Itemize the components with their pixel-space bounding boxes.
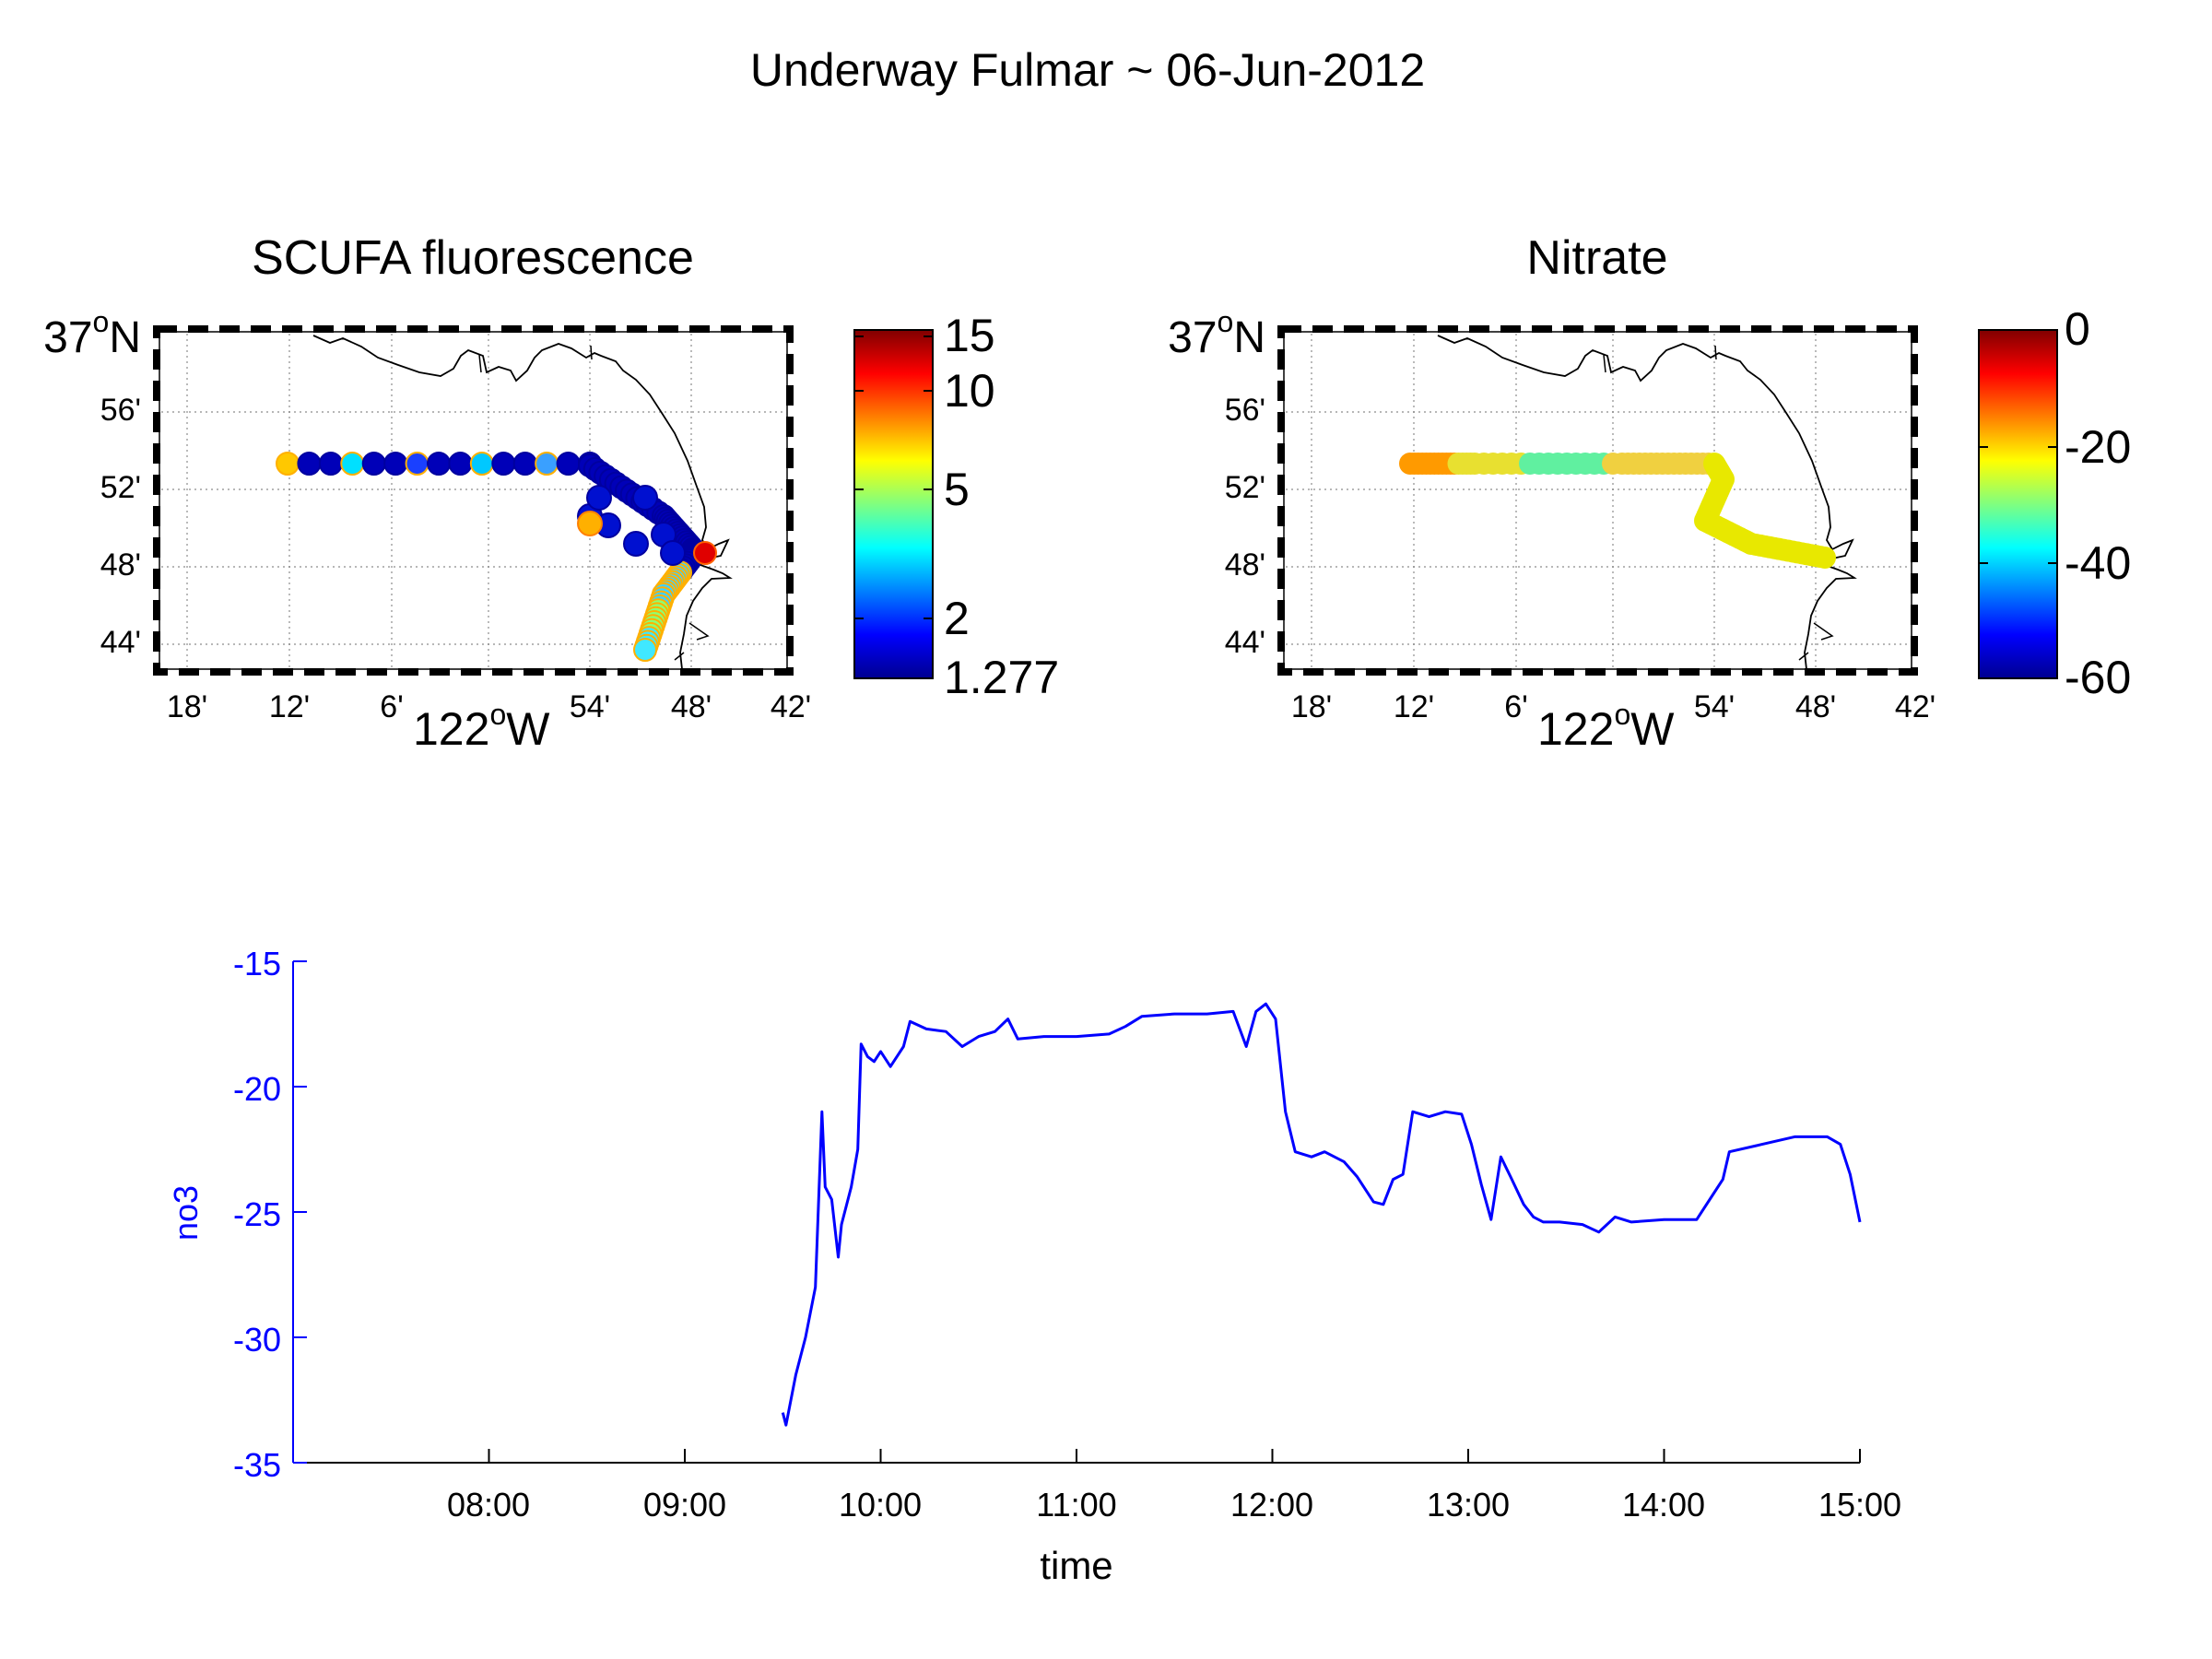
track-point [448, 452, 473, 476]
lat-tick-label: 56' [100, 393, 141, 428]
lon-tick-label: 6' [1504, 689, 1527, 724]
track-point [577, 511, 603, 536]
track-point [633, 638, 657, 662]
colorbar-label: 1.277 [944, 652, 1059, 703]
lon-tick-label: 6' [380, 689, 403, 724]
map-panel-fluorescence: SCUFA fluorescence 37oN 56' 52' 48' 44' … [43, 231, 1059, 755]
track-point [623, 531, 649, 557]
figure-title: Underway Fulmar ~ 06-Jun-2012 [750, 44, 1425, 96]
lon-tick-label: 48' [1795, 689, 1836, 724]
y-tick-label: -30 [233, 1321, 281, 1359]
x-tick-label: 13:00 [1427, 1486, 1510, 1524]
lon-tick-label: 54' [570, 689, 610, 724]
map-panel-nitrate: Nitrate 37oN 56' 52' 48' 44' 18' 12' 6' … [1168, 231, 2131, 755]
lon-center-label: 122oW [1537, 698, 1675, 755]
track-point [556, 452, 581, 476]
coast-detail [1603, 345, 1834, 661]
lat-tick-label: 48' [100, 547, 141, 582]
track-point [318, 452, 343, 476]
x-tick-label: 08:00 [447, 1486, 530, 1524]
track-point [469, 452, 494, 476]
lon-tick-label: 48' [671, 689, 712, 724]
x-tick-label: 11:00 [1036, 1486, 1116, 1524]
y-tick-label: -15 [233, 945, 281, 982]
colorbar-label: 0 [2065, 303, 2090, 355]
track-point [535, 452, 559, 476]
track-points [1399, 453, 1836, 569]
map-title: SCUFA fluorescence [252, 231, 694, 285]
lat-tick-label: 52' [1225, 470, 1265, 505]
track-point [632, 485, 658, 511]
map-grid [1286, 334, 1910, 667]
lat-tick-label: 44' [100, 625, 141, 660]
lon-tick-label: 12' [269, 689, 310, 724]
lat-top-label: 37oN [1168, 305, 1265, 362]
x-tick-label: 10:00 [839, 1486, 922, 1524]
y-tick-label: -20 [233, 1070, 281, 1108]
colorbar-label: -20 [2065, 421, 2131, 473]
lat-tick-label: 52' [100, 470, 141, 505]
series-line-no3 [781, 1002, 1862, 1427]
lat-tick-label: 44' [1225, 625, 1265, 660]
colorbar [853, 329, 934, 679]
track-point [405, 452, 429, 476]
y-axis-ticks [293, 960, 307, 1464]
y-tick-label: -25 [233, 1195, 281, 1233]
colorbar-label: 5 [944, 464, 970, 515]
map-frame-inner [159, 331, 788, 670]
track-point [427, 452, 451, 476]
track-point [361, 452, 386, 476]
track-point [340, 452, 365, 476]
x-tick-label: 12:00 [1230, 1486, 1313, 1524]
lat-tick-label: 48' [1225, 547, 1265, 582]
map-frame [1277, 325, 1918, 676]
x-axis-label: time [1040, 1544, 1112, 1587]
x-tick-label: 09:00 [643, 1486, 726, 1524]
coastline [1437, 335, 1857, 670]
colorbar-ticks [854, 335, 933, 619]
y-axis-label: no3 [167, 1185, 205, 1241]
lon-tick-label: 54' [1694, 689, 1735, 724]
x-tick-label: 14:00 [1622, 1486, 1705, 1524]
map-frame-inner [1283, 331, 1912, 670]
colorbar-label: -60 [2065, 652, 2131, 703]
map-grid [161, 334, 785, 667]
colorbar-label: 2 [944, 593, 970, 644]
lon-tick-label: 42' [1895, 689, 1936, 724]
lat-top-label: 37oN [43, 305, 141, 362]
map-title: Nitrate [1526, 231, 1667, 285]
lat-tick-label: 56' [1225, 393, 1265, 428]
colorbar [1978, 329, 2058, 679]
map-frame [153, 325, 794, 676]
x-axis-ticks [488, 1449, 1861, 1463]
lon-tick-label: 42' [771, 689, 811, 724]
lon-tick-label: 18' [1291, 689, 1332, 724]
y-tick-label: -35 [233, 1446, 281, 1484]
track-point [276, 452, 300, 476]
lon-tick-label: 12' [1394, 689, 1434, 724]
coast-detail [478, 345, 710, 661]
track-point [512, 452, 537, 476]
track-point [693, 541, 717, 565]
coastline [312, 335, 733, 670]
lon-tick-label: 18' [167, 689, 207, 724]
track-point [586, 485, 612, 511]
track-point [660, 540, 686, 566]
track-point [1814, 547, 1836, 569]
track-point [383, 452, 408, 476]
track-points [276, 452, 717, 662]
colorbar-label: -40 [2065, 537, 2131, 589]
colorbar-label: 15 [944, 310, 995, 361]
colorbar-ticks [1979, 446, 2057, 564]
track-point [297, 452, 322, 476]
colorbar-label: 10 [944, 365, 995, 417]
timeseries-panel: -15 -20 -25 -30 -35 08:00 09:00 10:00 11… [167, 945, 1901, 1587]
track-point [491, 452, 516, 476]
lon-center-label: 122oW [413, 698, 550, 755]
x-tick-label: 15:00 [1818, 1486, 1901, 1524]
